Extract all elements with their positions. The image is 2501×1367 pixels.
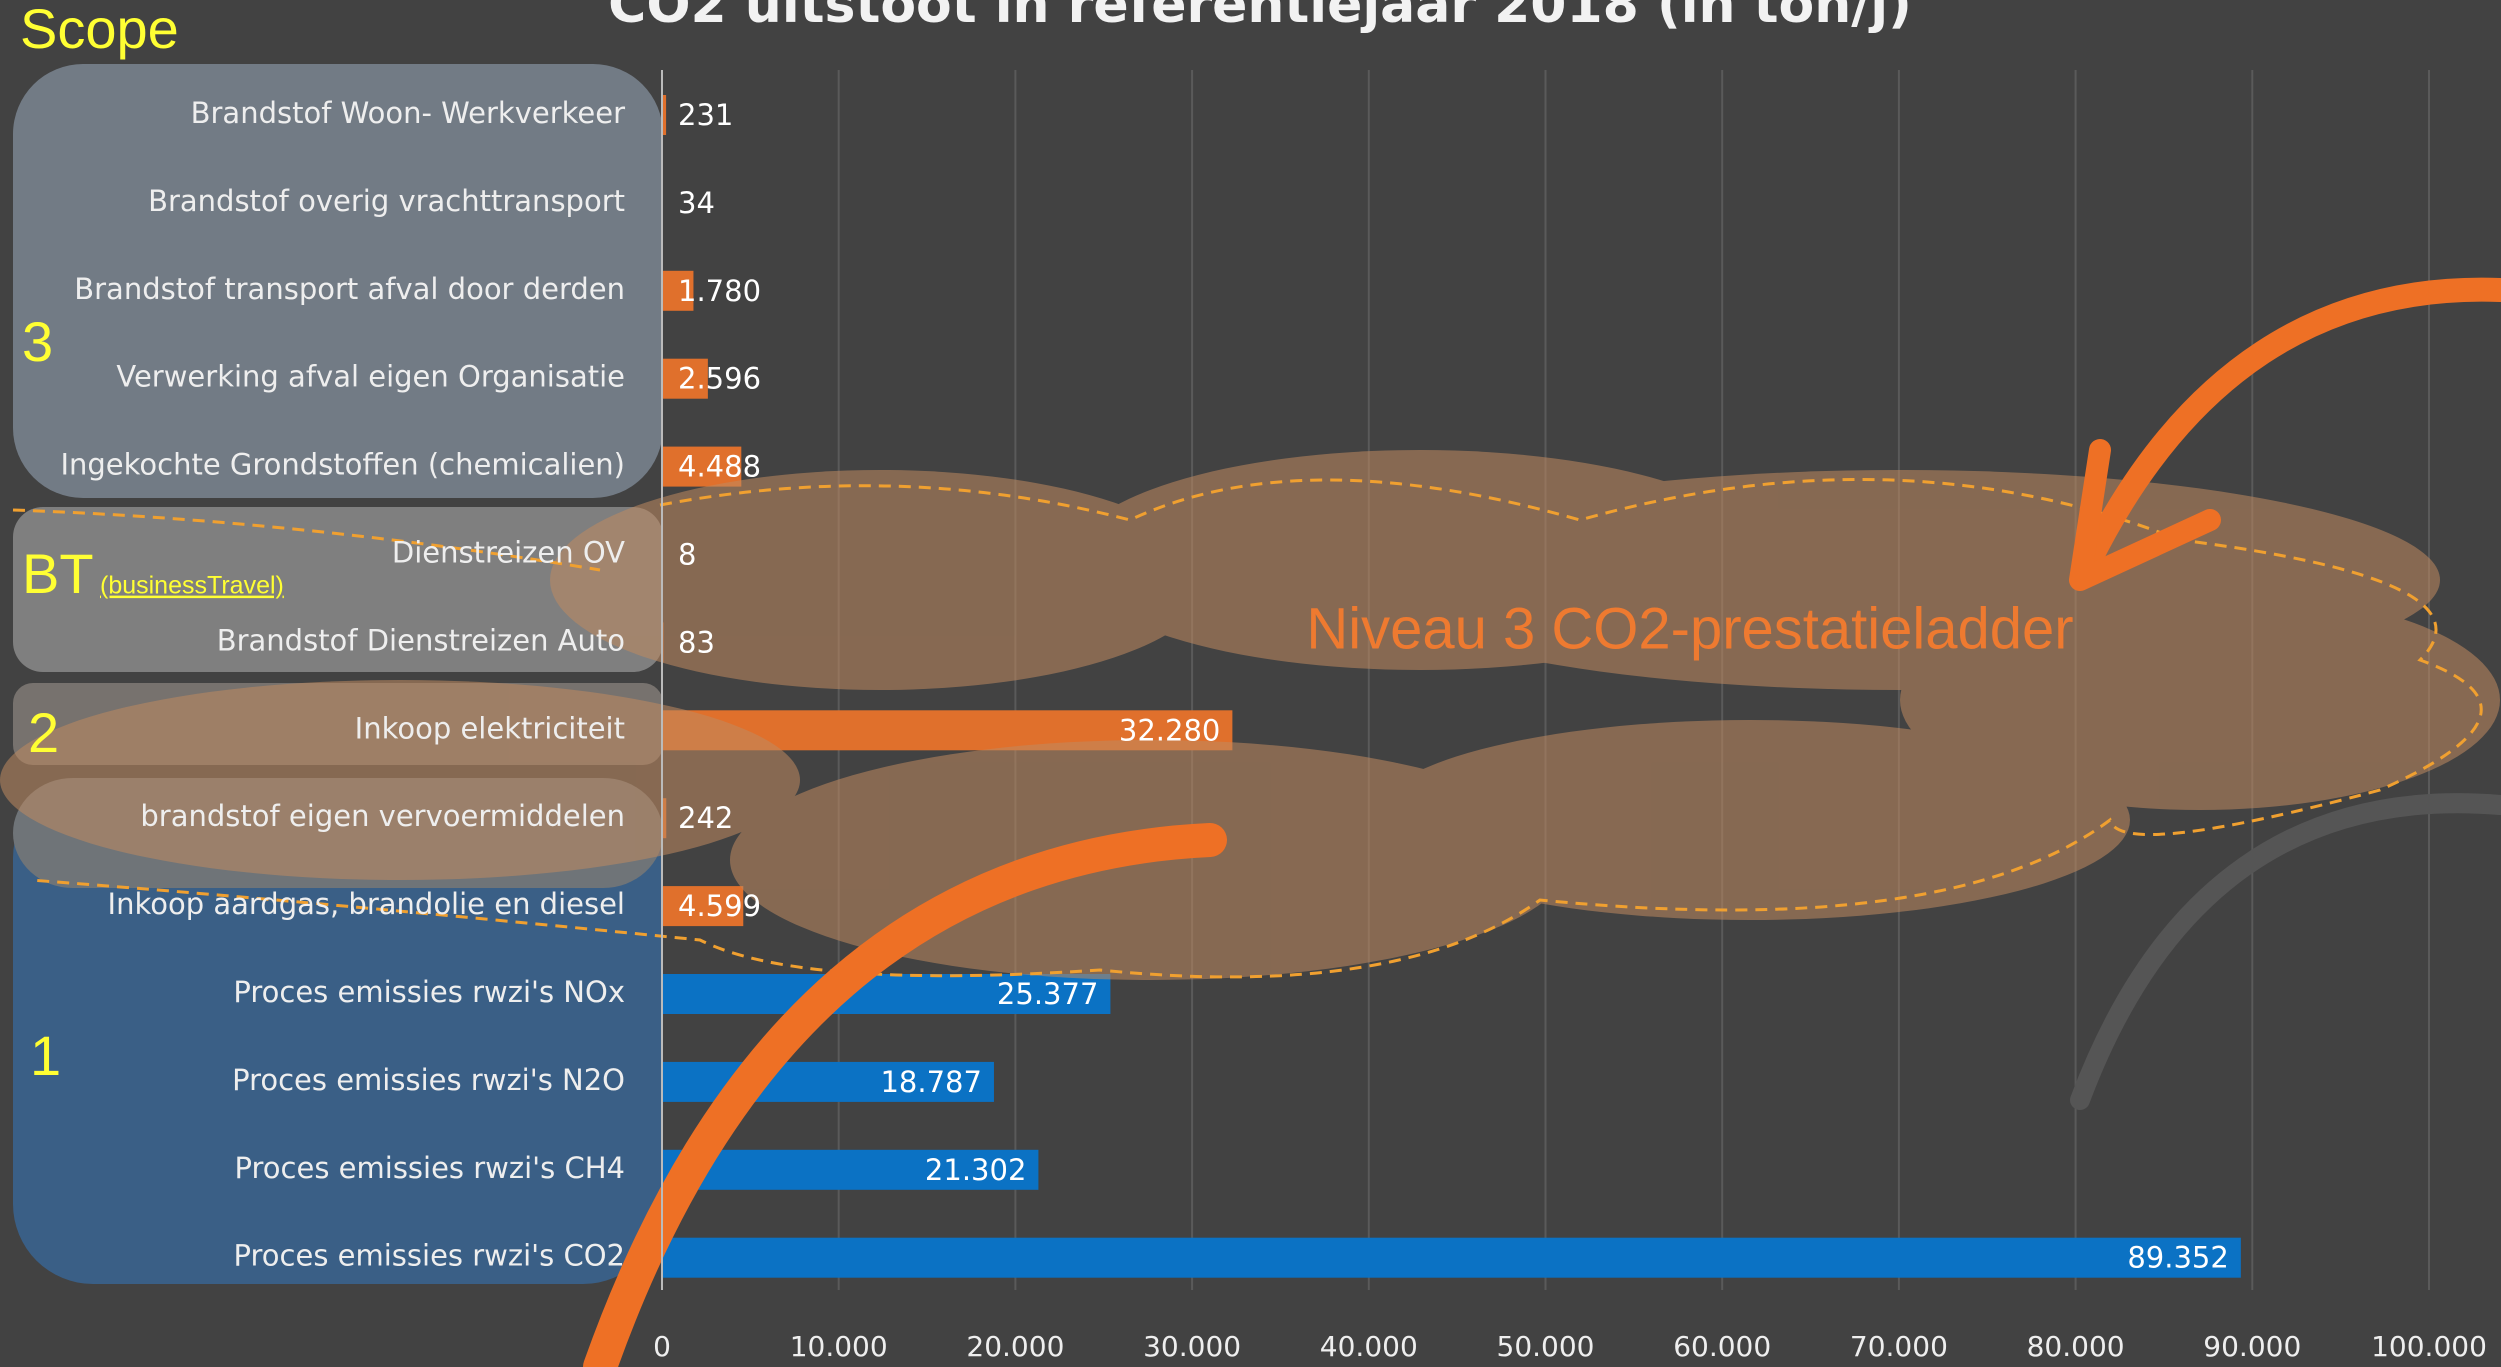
x-tick-label: 0 <box>653 1330 671 1363</box>
value-label: 25.377 <box>997 977 1098 1011</box>
x-tick-label: 100.000 <box>2371 1330 2487 1363</box>
value-label: 8 <box>678 538 696 572</box>
arrow-faint <box>2070 793 2501 1110</box>
bar <box>662 886 744 927</box>
annotation: Niveau 3 CO2-prestatieladder <box>1306 596 2073 661</box>
y-tick-label: Brandstof overig vrachttransport <box>148 184 625 218</box>
x-tick-label: 20.000 <box>966 1330 1064 1363</box>
y-tick-label: Proces emissies rwzi's N2O <box>232 1063 625 1097</box>
value-label: 89.352 <box>2127 1241 2228 1275</box>
chart-title: CO2 uitstoot in referentiejaar 2018 (in … <box>608 0 1912 35</box>
bt-box <box>13 507 663 672</box>
y-tick-label: Verwerking afval eigen Organisatie <box>116 360 625 394</box>
x-tick-label: 90.000 <box>2203 1330 2301 1363</box>
group-note: (businessTravel) <box>100 572 284 600</box>
value-label: 32.280 <box>1119 713 1220 747</box>
value-label: 4.599 <box>678 889 761 923</box>
y-tick-label: brandstof eigen vervoermiddelen <box>140 799 625 833</box>
value-label: 231 <box>678 98 733 132</box>
arrow <box>2078 277 2501 572</box>
x-tick-label: 40.000 <box>1320 1330 1418 1363</box>
arrow <box>583 823 1227 1367</box>
x-tick-label: 80.000 <box>2027 1330 2125 1363</box>
x-tick-label: 30.000 <box>1143 1330 1241 1363</box>
group-label: BT <box>22 542 94 605</box>
group-label: 3 <box>22 310 53 373</box>
x-tick-label: 10.000 <box>790 1330 888 1363</box>
value-label: 1.780 <box>678 274 761 308</box>
y-tick-label: Brandstof Dienstreizen Auto <box>217 623 625 657</box>
value-label: 34 <box>678 186 715 220</box>
y-tick-label: Proces emissies rwzi's CH4 <box>235 1151 625 1185</box>
y-tick-label: Proces emissies rwzi's CO2 <box>234 1239 625 1273</box>
bar <box>662 1149 1039 1190</box>
value-label: 83 <box>678 625 715 659</box>
bar <box>662 1237 2241 1278</box>
value-label: 18.787 <box>880 1065 981 1099</box>
bar <box>662 270 694 311</box>
y-tick-label: Dienstreizen OV <box>392 536 625 570</box>
value-label: 2.596 <box>678 362 761 396</box>
group-label: 1 <box>30 1024 61 1087</box>
y-tick-label: Brandstof transport afval door derden <box>74 272 625 306</box>
scope1-box <box>13 778 663 1284</box>
value-label: 242 <box>678 801 733 835</box>
value-label: 4.488 <box>678 450 761 484</box>
y-tick-label: Inkoop aardgas, brandolie en diesel <box>108 887 625 921</box>
bar <box>662 95 667 135</box>
y-tick-label: Ingekochte Grondstoffen (chemicalien) <box>60 448 625 482</box>
scope3-box <box>13 64 663 498</box>
bar <box>662 358 708 399</box>
arrow-head <box>2069 439 2221 591</box>
y-tick-label: Proces emissies rwzi's NOx <box>233 975 625 1009</box>
y-tick-label: Brandstof Woon- Werkverkeer <box>191 96 625 130</box>
scope-label: Scope <box>20 0 179 60</box>
y-tick-label: Inkoop elektriciteit <box>355 711 625 745</box>
x-tick-label: 60.000 <box>1673 1330 1771 1363</box>
x-tick-label: 70.000 <box>1850 1330 1948 1363</box>
x-tick-label: 50.000 <box>1497 1330 1595 1363</box>
value-label: 21.302 <box>925 1153 1026 1187</box>
bar <box>662 446 742 487</box>
bar <box>662 1061 994 1102</box>
bar <box>662 974 1111 1014</box>
group-label: 2 <box>28 701 59 764</box>
